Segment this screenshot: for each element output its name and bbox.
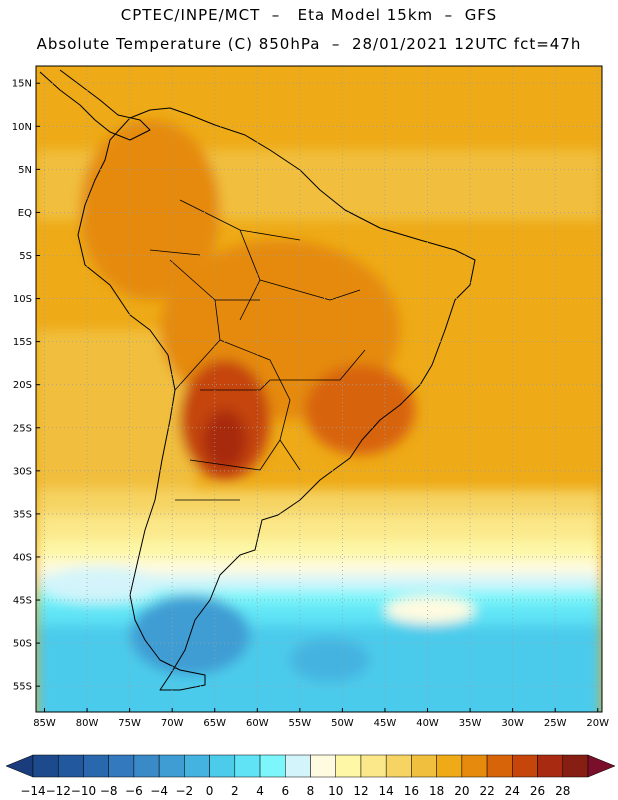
colorbar-swatch xyxy=(57,754,84,778)
map-frame xyxy=(35,65,603,713)
colorbar-swatch xyxy=(158,754,185,778)
lat-tick-label: 10N xyxy=(12,122,32,133)
lat-tick-label: 30S xyxy=(13,466,32,477)
lat-tick-label: 50S xyxy=(13,639,32,650)
lat-tick-label: 5S xyxy=(19,251,32,262)
colorbar-label: 6 xyxy=(281,784,289,798)
colorbar-swatch xyxy=(436,754,463,778)
lon-tick-label: 75W xyxy=(118,718,141,729)
colorbar-swatch xyxy=(83,754,109,778)
colorbar-swatch xyxy=(32,754,59,778)
field-warm-tongue-atlantic xyxy=(385,596,475,624)
map-subtitle: Absolute Temperature (C) 850hPa – 28/01/… xyxy=(36,35,582,53)
colorbar-swatch xyxy=(486,754,513,778)
colorbar-swatch xyxy=(209,754,236,778)
lat-tick-label: 40S xyxy=(13,552,32,563)
colorbar-swatch xyxy=(259,754,286,778)
colorbar: −14 −12 −10 −8 −6 −4 −2 0 2 4 6 8 10 12 14 16 18 20 22 24 26… xyxy=(5,754,616,798)
colorbar-label: 16 xyxy=(404,784,419,798)
longitude-axis: 85W 80W 75W 70W 65W 60W 55W 50W 45W 40W 35W 30W 25W 2… xyxy=(33,708,609,729)
colorbar-label: 10 xyxy=(328,784,343,798)
lat-tick-label: 20S xyxy=(13,380,32,391)
field-hottest-core xyxy=(203,410,247,470)
lon-tick-label: 65W xyxy=(203,718,226,729)
field-warm-andes-north xyxy=(80,120,220,300)
colorbar-label: −10 xyxy=(71,784,96,798)
colorbar-label: −6 xyxy=(125,784,143,798)
lat-tick-label: 25S xyxy=(13,423,32,434)
colorbar-label: 20 xyxy=(454,784,469,798)
colorbar-swatch xyxy=(461,754,488,778)
lat-tick-label: 10S xyxy=(13,294,32,305)
colorbar-label: −14 xyxy=(20,784,45,798)
colorbar-label: 4 xyxy=(256,784,264,798)
lat-tick-label: 15N xyxy=(12,79,32,90)
coastline-outline xyxy=(39,69,476,691)
country-borders xyxy=(149,199,366,501)
colorbar-label: 8 xyxy=(307,784,315,798)
latitude-axis: 15N 10N 5N EQ 5S 10S 15S 20S 25S 30S 35S 40S 45S 50S 5… xyxy=(12,79,40,693)
lon-tick-label: 20W xyxy=(586,718,609,729)
colorbar-swatch xyxy=(310,754,336,778)
temperature-field xyxy=(36,66,602,712)
colorbar-label: 26 xyxy=(530,784,545,798)
lon-tick-label: 30W xyxy=(501,718,524,729)
central-america-coastline xyxy=(39,69,151,141)
colorbar-labels: −14 −12 −10 −8 −6 −4 −2 0 2 4 6 8 10 12 14 16 18 20 22 24 26… xyxy=(20,784,570,798)
colorbar-swatch xyxy=(537,754,564,778)
lon-tick-label: 55W xyxy=(289,718,312,729)
lon-tick-label: 35W xyxy=(459,718,482,729)
lat-tick-label: 45S xyxy=(13,596,32,607)
lat-tick-label: 15S xyxy=(13,337,32,348)
colorbar-label: −12 xyxy=(46,784,71,798)
lon-tick-label: 60W xyxy=(246,718,269,729)
lon-tick-label: 70W xyxy=(161,718,184,729)
colorbar-label: −8 xyxy=(100,784,118,798)
lon-tick-label: 45W xyxy=(374,718,397,729)
colorbar-label: 12 xyxy=(353,784,368,798)
colorbar-swatch xyxy=(385,754,412,778)
colorbar-label: 0 xyxy=(206,784,214,798)
colorbar-swatch xyxy=(184,754,210,778)
lat-tick-label: EQ xyxy=(18,208,32,219)
field-hot-southeast-brazil xyxy=(305,365,415,455)
colorbar-label: 28 xyxy=(555,784,570,798)
colorbar-swatch xyxy=(360,754,387,778)
lon-tick-label: 85W xyxy=(33,718,56,729)
lon-tick-label: 25W xyxy=(544,718,567,729)
colorbar-label: 18 xyxy=(429,784,444,798)
colorbar-over-arrow xyxy=(587,754,616,778)
lat-tick-label: 55S xyxy=(13,682,32,693)
colorbar-swatch xyxy=(335,754,362,778)
lat-tick-label: 35S xyxy=(13,509,32,520)
colorbar-swatch xyxy=(234,754,261,778)
south-america-coastline xyxy=(77,107,476,691)
lon-tick-label: 50W xyxy=(331,718,354,729)
lat-tick-label: 5N xyxy=(18,165,32,176)
colorbar-label: 24 xyxy=(505,784,520,798)
colorbar-swatch xyxy=(411,754,437,778)
colorbar-swatch xyxy=(285,754,311,778)
colorbar-label: −2 xyxy=(176,784,194,798)
colorbar-swatch xyxy=(512,754,538,778)
colorbar-label: 22 xyxy=(479,784,494,798)
colorbar-label: 2 xyxy=(231,784,239,798)
field-cool-pacific-patch xyxy=(40,567,160,603)
colorbar-swatch xyxy=(108,754,135,778)
field-cold-patch-atlantic xyxy=(290,638,370,682)
colorbar-swatch xyxy=(562,754,589,778)
map-title: CPTEC/INPE/MCT – Eta Model 15km – GFS xyxy=(120,6,498,24)
colorbar-under-arrow xyxy=(5,754,34,778)
lon-tick-label: 40W xyxy=(416,718,439,729)
colorbar-swatch xyxy=(133,754,160,778)
colorbar-label: −4 xyxy=(150,784,168,798)
colorbar-label: 14 xyxy=(379,784,394,798)
colorbar-swatches xyxy=(32,754,589,778)
lon-tick-label: 80W xyxy=(76,718,99,729)
